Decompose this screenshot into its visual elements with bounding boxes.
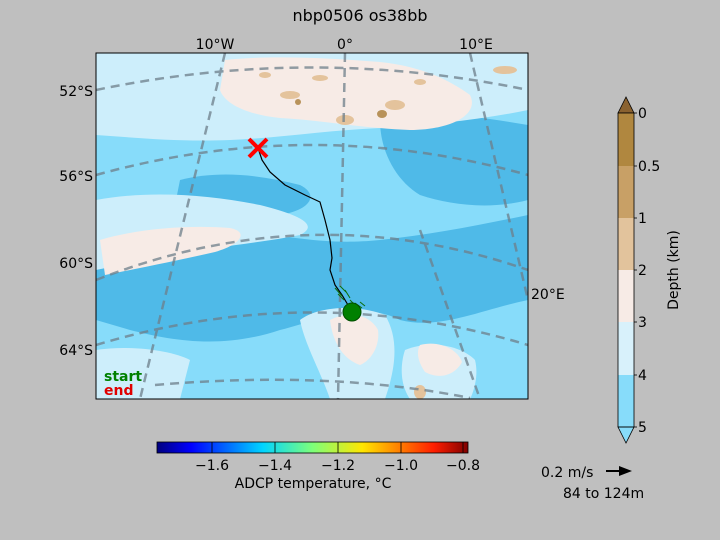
vector-key-speed: 0.2 m/s xyxy=(541,465,593,481)
lat-label-52s: 52°S xyxy=(59,84,93,100)
temperature-colorbar xyxy=(156,441,469,454)
lon-label-10e: 10°E xyxy=(459,37,493,53)
lon-label-10w: 10°W xyxy=(196,37,235,53)
depth-tick-1: 1 xyxy=(638,211,647,227)
ship-track xyxy=(257,147,353,313)
bathymetry-shelf xyxy=(100,57,472,376)
temp-tick-1: −1.6 xyxy=(195,458,229,474)
end-marker xyxy=(247,137,269,159)
lon-label-20e: 20°E xyxy=(531,287,565,303)
temp-colorbar-label: ADCP temperature, °C xyxy=(235,476,392,492)
temp-tick-3: −1.2 xyxy=(321,458,355,474)
vector-key-arrow xyxy=(606,466,632,476)
depth-tick-5: 5 xyxy=(638,420,647,436)
temp-tick-4: −1.0 xyxy=(384,458,418,474)
lat-label-64s: 64°S xyxy=(59,343,93,359)
vector-key-depth-range: 84 to 124m xyxy=(563,486,644,502)
chart-title: nbp0506 os38bb xyxy=(292,6,427,25)
depth-tick-0.5: 0.5 xyxy=(638,159,660,175)
bathymetry-peaks xyxy=(295,99,387,118)
temp-tick-5: −0.8 xyxy=(446,458,480,474)
map-panel xyxy=(96,53,528,399)
depth-tick-0: 0 xyxy=(638,106,647,122)
legend-start: start xyxy=(104,369,142,385)
lat-label-60s: 60°S xyxy=(59,256,93,272)
map-frame xyxy=(95,52,529,400)
lat-label-56s: 56°S xyxy=(59,169,93,185)
temp-tick-2: −1.4 xyxy=(258,458,292,474)
graticule xyxy=(96,53,528,399)
bathymetry-rises xyxy=(259,66,517,399)
lon-label-0: 0° xyxy=(337,37,353,53)
depth-tick-3: 3 xyxy=(638,315,647,331)
depth-tick-2: 2 xyxy=(638,263,647,279)
depth-colorbar-label: Depth (km) xyxy=(666,230,682,310)
start-marker xyxy=(342,302,362,322)
legend-end: end xyxy=(104,383,133,399)
depth-tick-4: 4 xyxy=(638,368,647,384)
depth-colorbar xyxy=(617,96,637,444)
